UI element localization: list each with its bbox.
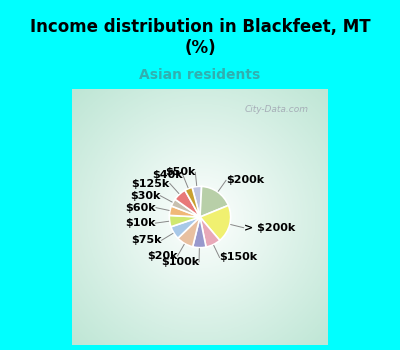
Wedge shape — [175, 190, 200, 217]
Text: $10k: $10k — [125, 218, 156, 228]
Text: $125k: $125k — [132, 178, 170, 189]
Wedge shape — [200, 217, 220, 247]
Text: $40k: $40k — [152, 170, 183, 180]
Wedge shape — [178, 217, 200, 247]
Text: Income distribution in Blackfeet, MT
(%): Income distribution in Blackfeet, MT (%) — [30, 18, 370, 57]
Wedge shape — [192, 186, 202, 217]
Text: $60k: $60k — [125, 203, 156, 213]
Text: $50k: $50k — [165, 167, 195, 177]
Wedge shape — [200, 205, 231, 240]
Text: $30k: $30k — [130, 191, 160, 201]
Text: Asian residents: Asian residents — [139, 68, 261, 82]
Text: $200k: $200k — [226, 175, 264, 186]
Text: > $200k: > $200k — [244, 223, 295, 233]
Text: $150k: $150k — [220, 252, 258, 262]
Wedge shape — [171, 199, 200, 217]
Text: $75k: $75k — [131, 235, 162, 245]
Text: $20k: $20k — [147, 251, 178, 261]
Wedge shape — [169, 215, 200, 227]
Wedge shape — [200, 187, 228, 217]
Wedge shape — [169, 206, 200, 217]
Text: City-Data.com: City-Data.com — [245, 105, 309, 114]
Wedge shape — [171, 217, 200, 238]
Wedge shape — [193, 217, 206, 248]
Text: $100k: $100k — [161, 257, 199, 267]
Wedge shape — [185, 187, 200, 217]
